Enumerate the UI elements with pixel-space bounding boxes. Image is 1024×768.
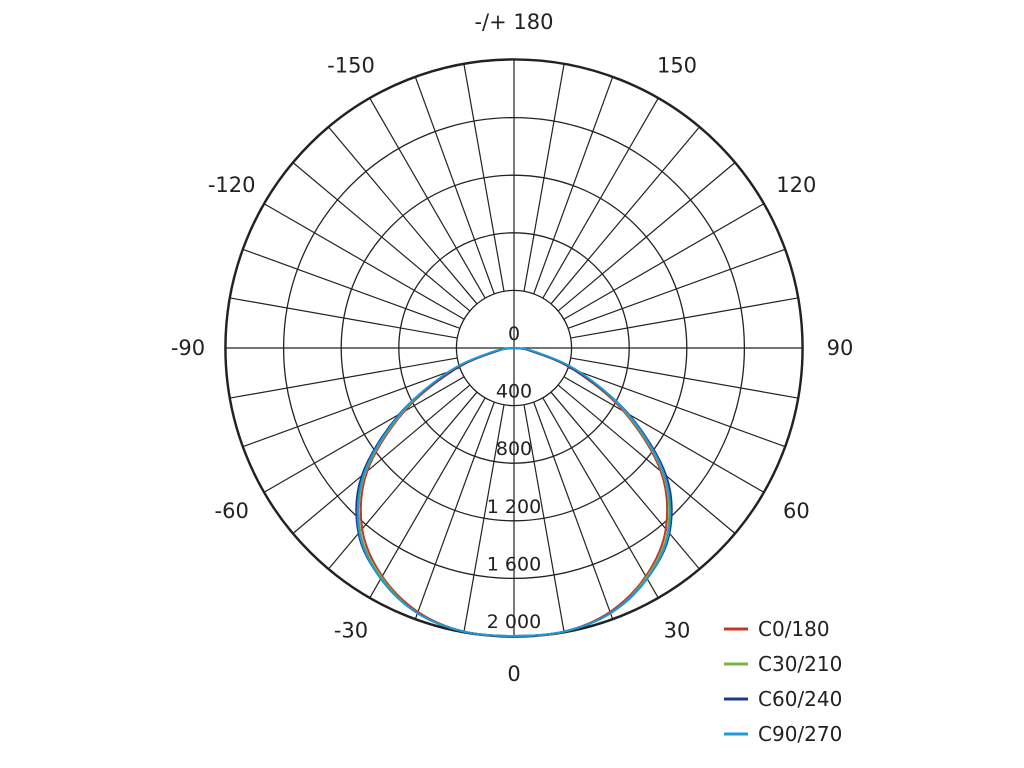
radial-tick-label: 1 200 [487,496,541,518]
grid-ray [229,297,457,339]
legend-label: C90/270 [758,722,842,746]
grid-ray [558,384,736,535]
legend-label: C30/210 [758,652,842,676]
series-lines [355,347,673,638]
grid-ray [463,405,505,633]
angle-tick-label: -150 [327,54,375,78]
angle-tick-label: -30 [334,618,368,642]
grid-ray [292,384,470,535]
legend-label: C60/240 [758,687,842,711]
grid-ray [463,63,505,291]
angle-tick-label: -/+ 180 [474,10,553,34]
grid-ray [523,63,565,291]
grid-ray [542,397,660,599]
grid-ray [542,97,660,299]
grid-ray [368,97,486,299]
radial-tick-labels: 0 400 800 1 200 1 600 2 000 [487,323,541,633]
grid-ray [242,248,460,329]
grid-ray [550,126,701,304]
radial-tick-label: 800 [496,438,532,460]
angle-tick-label: -60 [215,499,249,523]
grid-ray [229,357,457,399]
angle-tick-label: 60 [783,499,810,523]
grid-ray [563,376,765,494]
grid-ray [558,161,736,312]
angle-tick-label: -120 [208,173,256,197]
legend: C0/180 C30/210 C60/240 C90/270 [724,617,842,746]
grid-ray [563,202,765,320]
grid-ray [263,376,465,494]
legend-label: C0/180 [758,617,830,641]
grid-ray [533,402,614,620]
series-line-c90-270 [356,347,672,638]
angle-tick-label: 150 [657,54,697,78]
grid-ray [292,161,470,312]
angle-tick-label: 90 [827,336,854,360]
grid-ray [242,367,460,448]
grid-ray [568,248,786,329]
grid-ray [550,392,701,570]
angle-tick-label: -90 [171,336,205,360]
grid-ray [368,397,486,599]
grid-ray [327,392,478,570]
grid-ray [571,297,799,339]
radial-tick-label: 1 600 [487,553,541,575]
polar-grid [224,58,804,638]
grid-ray [523,405,565,633]
angle-tick-label: 0 [507,662,520,686]
grid-ray [414,402,495,620]
radial-tick-label: 0 [508,323,520,345]
angle-tick-label: 30 [664,618,691,642]
grid-ray [571,357,799,399]
angle-labels: -/+ 180 150 120 90 60 30 0 -30 -60 -90 -120 -150 [171,10,854,686]
radial-tick-label: 2 000 [487,611,541,633]
radial-tick-label: 400 [496,381,532,403]
grid-ray [263,202,465,320]
angle-tick-label: 120 [776,173,816,197]
grid-ray [568,367,786,448]
grid-ray [414,76,495,294]
grid-ray [533,76,614,294]
grid-ray [327,126,478,304]
